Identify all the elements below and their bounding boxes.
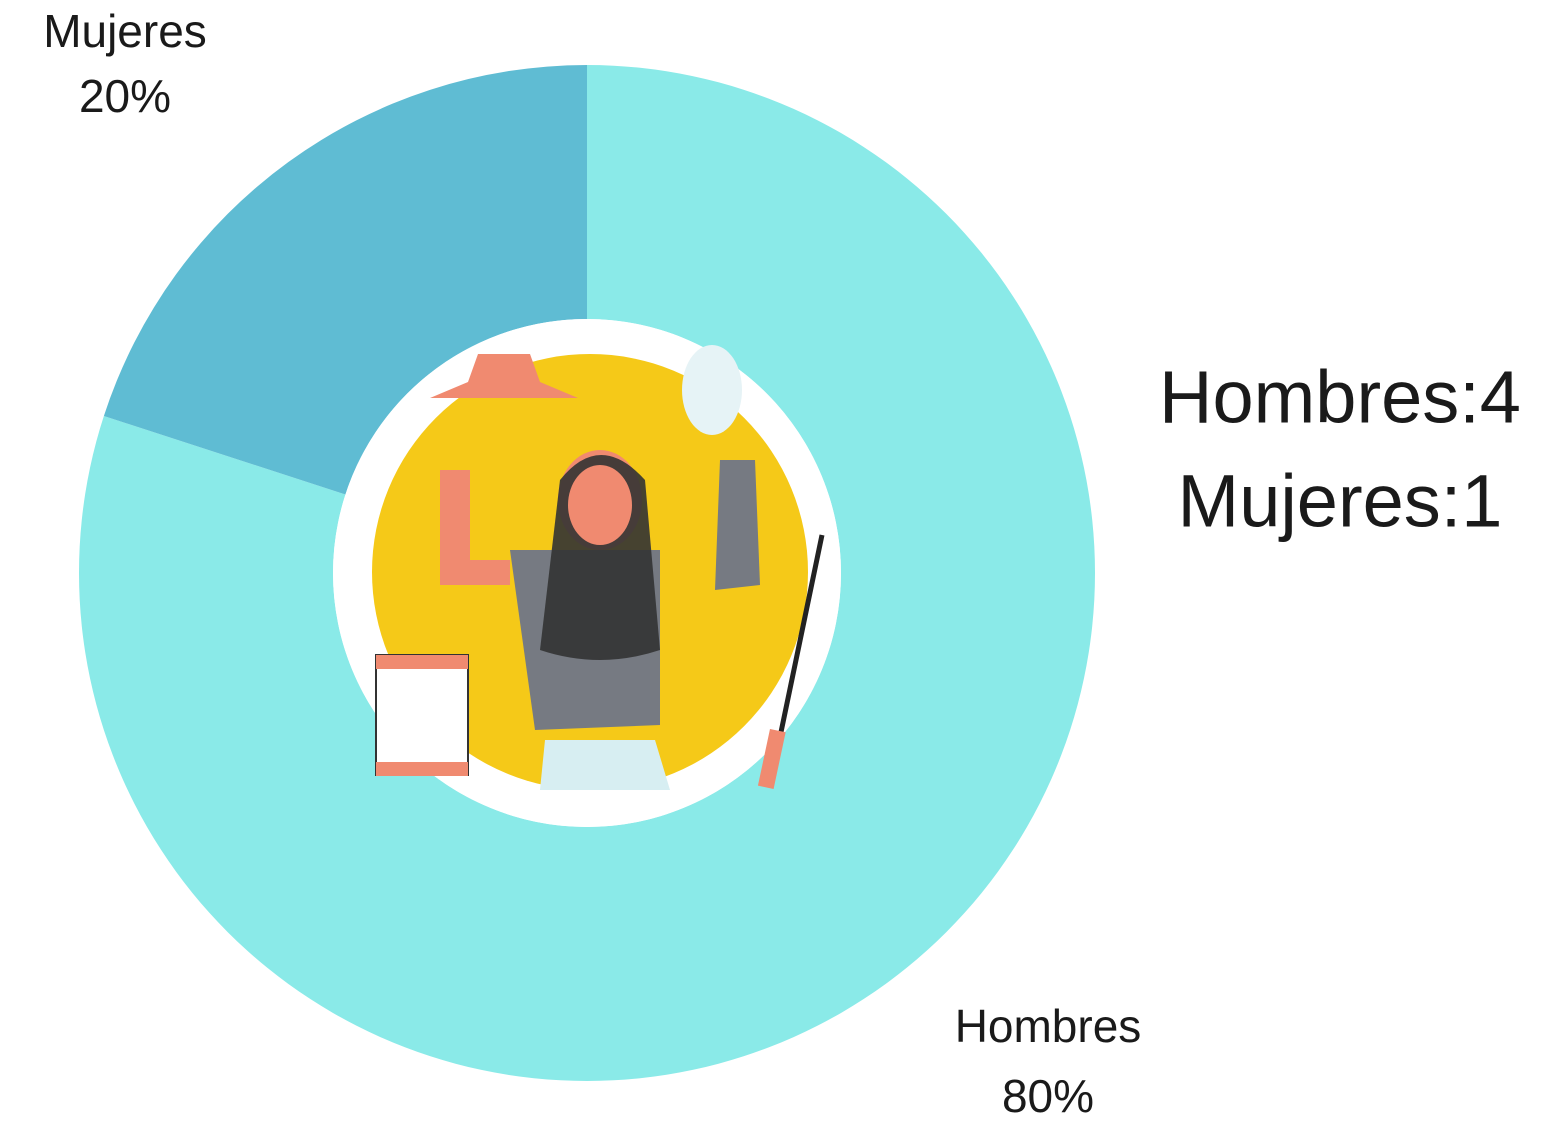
illustration [333, 319, 841, 827]
category-label: Hombres [955, 1000, 1142, 1052]
value-label: 20% [79, 70, 171, 122]
annotation: Mujeres:1 [1178, 460, 1503, 543]
labels: Hombres 80% Mujeres 20% Hombres:4 Mujeres:1 [43, 5, 1521, 1122]
slice [78, 65, 1096, 1081]
slice [103, 65, 588, 495]
category-label: Mujeres [43, 5, 207, 57]
value-label: 80% [1002, 1070, 1094, 1122]
donut [78, 65, 1096, 1081]
annotation: Hombres:4 [1159, 356, 1521, 439]
